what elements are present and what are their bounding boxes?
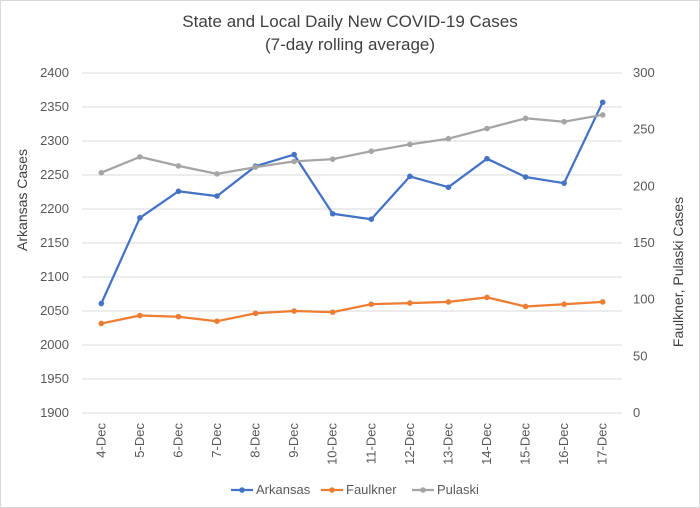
arkansas-point (98, 300, 105, 307)
faulkner-point (329, 309, 336, 315)
chart-title: State and Local Daily New COVID-19 Cases (182, 12, 517, 31)
x-tick-label: 17-Dec (595, 423, 610, 465)
x-axis: 4-Dec 5-Dec 6-Dec 7-Dec 8-Dec 9-Dec 10-Dec 11-D… (93, 423, 609, 465)
left-tick-label: 2350 (40, 99, 69, 114)
arkansas-point (175, 188, 182, 195)
faulkner-point (98, 320, 105, 327)
x-tick-label: 5-Dec (132, 423, 147, 458)
faulkner-point (137, 312, 143, 319)
faulkner-line (101, 296, 603, 325)
left-y-axis: 1900 1950 2000 2050 2100 2150 2200 2250 2300 2350… (40, 65, 69, 420)
right-tick-label: 250 (633, 122, 655, 137)
pulaski-point (561, 118, 567, 125)
faulkner-point (368, 301, 375, 308)
x-tick-label: 10-Dec (325, 423, 340, 465)
pulaski-point (599, 112, 606, 118)
x-tick-label: 8-Dec (248, 423, 263, 458)
left-tick-label: 2000 (40, 337, 69, 352)
arkansas-point (214, 193, 220, 199)
left-tick-label: 2200 (40, 201, 69, 216)
faulkner-point (407, 300, 413, 306)
left-tick-label: 1900 (40, 405, 69, 420)
faulkner-point (445, 299, 452, 305)
pulaski-point (291, 158, 297, 165)
x-tick-label: 11-Dec (363, 423, 378, 464)
gridlines (82, 72, 622, 414)
left-tick-label: 2250 (40, 167, 69, 182)
pulaski-point (522, 115, 529, 122)
arkansas-point (137, 215, 143, 221)
faulkner-point (599, 299, 606, 305)
right-y-axis: 0 50 100 150 200 250 300 (633, 65, 655, 420)
faulkner-legend-marker (329, 487, 335, 493)
x-tick-label: 7-Dec (209, 423, 224, 458)
x-tick-label: 6-Dec (170, 423, 185, 458)
arkansas-legend-label: Arkansas (256, 482, 311, 497)
faulkner-legend-label: Faulkner (346, 482, 397, 497)
arkansas-point (407, 173, 413, 180)
left-tick-label: 2300 (40, 133, 69, 148)
right-tick-label: 200 (633, 178, 655, 193)
x-tick-label: 9-Dec (286, 423, 301, 458)
pulaski-point (98, 169, 105, 176)
arkansas-point (522, 174, 529, 180)
pulaski-point (175, 163, 182, 169)
arkansas-legend-marker (239, 487, 245, 493)
faulkner-point (291, 308, 297, 314)
series-layer (98, 99, 606, 327)
x-tick-label: 14-Dec (479, 423, 494, 465)
arkansas-point (561, 180, 567, 186)
arkansas-point (599, 99, 606, 106)
pulaski-legend-label: Pulaski (437, 482, 479, 497)
faulkner-point (484, 294, 490, 301)
faulkner-point (214, 318, 220, 325)
right-tick-label: 300 (633, 65, 655, 80)
x-tick-label: 4-Dec (93, 423, 108, 458)
arkansas-point (368, 216, 375, 222)
right-tick-label: 50 (633, 348, 647, 363)
faulkner-point (252, 310, 259, 317)
pulaski-point (484, 125, 490, 132)
arkansas-point (329, 210, 336, 217)
pulaski-point (329, 156, 336, 162)
left-tick-label: 2150 (40, 235, 69, 250)
faulkner-point (561, 301, 567, 308)
pulaski-point (137, 154, 143, 160)
legend: Arkansas Faulkner Pulaski (231, 482, 479, 497)
arkansas-point (484, 155, 490, 162)
x-tick-label: 16-Dec (556, 423, 571, 465)
right-tick-label: 150 (633, 235, 655, 250)
arkansas-line (100, 101, 604, 304)
left-axis-title: Arkansas Cases (14, 149, 30, 251)
right-tick-label: 0 (633, 405, 640, 420)
pulaski-point (252, 164, 259, 170)
arkansas-point (291, 151, 297, 158)
left-tick-label: 2100 (40, 269, 69, 284)
pulaski-legend-marker (420, 487, 426, 493)
faulkner-point (522, 303, 529, 310)
left-tick-label: 2050 (40, 303, 69, 318)
right-tick-label: 100 (633, 292, 655, 307)
pulaski-point (214, 171, 220, 177)
right-axis-title: Faulkner, Pulaski Cases (670, 197, 686, 347)
pulaski-point (407, 141, 413, 148)
x-tick-label: 15-Dec (518, 423, 533, 465)
chart-subtitle: (7-day rolling average) (265, 35, 435, 54)
pulaski-point (445, 135, 452, 142)
x-tick-label: 13-Dec (440, 423, 455, 465)
faulkner-point (175, 313, 182, 320)
pulaski-line (100, 113, 603, 176)
left-tick-label: 1950 (40, 371, 69, 386)
x-tick-label: 12-Dec (402, 423, 417, 465)
pulaski-point (368, 148, 375, 154)
left-tick-label: 2400 (40, 65, 69, 80)
arkansas-point (445, 184, 452, 191)
